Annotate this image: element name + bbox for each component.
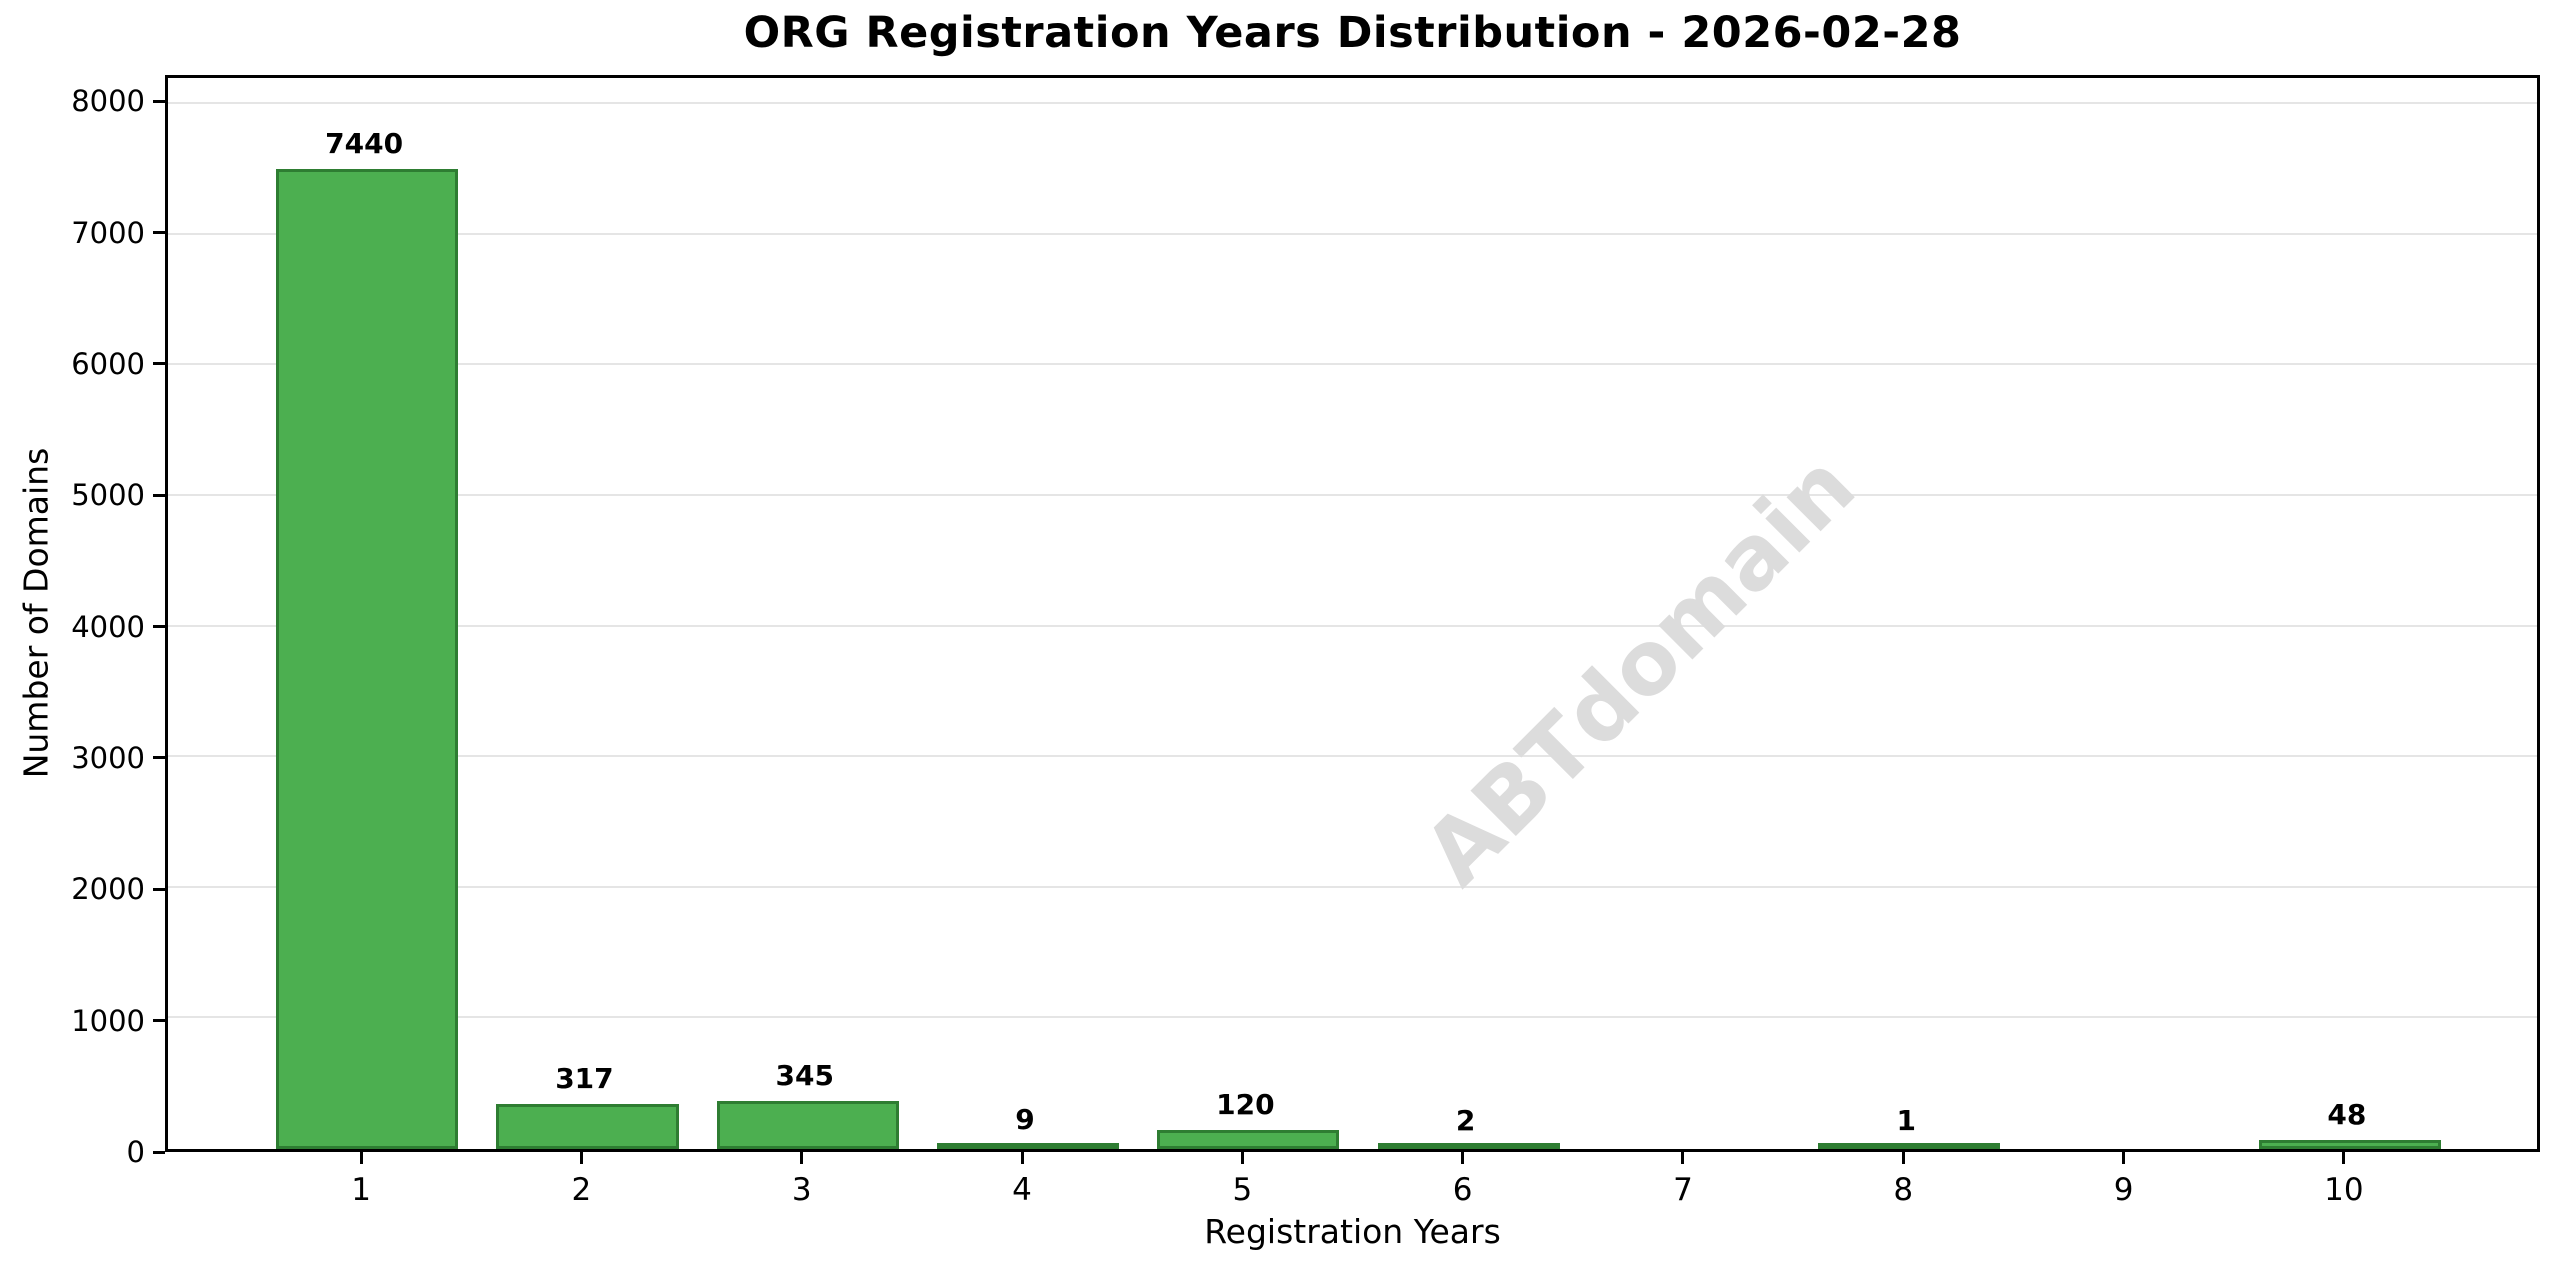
- bar-value-label: 48: [2327, 1097, 2367, 1131]
- x-tick-label: 3: [791, 1172, 812, 1208]
- y-tick-label: 4000: [71, 609, 145, 644]
- x-tick-mark: [1020, 1152, 1024, 1164]
- gridline: [168, 232, 2537, 235]
- x-tick-mark: [1461, 1152, 1465, 1164]
- y-tick-label: 3000: [71, 740, 145, 775]
- bar-year-3: [716, 1100, 899, 1149]
- bar-year-1: [276, 168, 459, 1149]
- y-tick-label: 2000: [71, 872, 145, 907]
- y-tick-mark: [153, 99, 165, 103]
- gridline: [168, 624, 2537, 627]
- x-tick-label: 6: [1452, 1172, 1473, 1208]
- x-tick-mark: [2122, 1152, 2126, 1164]
- watermark-text: ABTdomain: [1403, 434, 1875, 905]
- y-tick-label: 8000: [71, 84, 145, 119]
- bar-value-label: 317: [555, 1062, 614, 1096]
- bar-value-label: 2: [1455, 1103, 1476, 1137]
- bar-year-2: [496, 1104, 679, 1149]
- y-tick-mark: [153, 231, 165, 235]
- gridline: [168, 493, 2537, 496]
- y-tick-label: 0: [126, 1135, 145, 1169]
- bar-value-label: 9: [1015, 1102, 1035, 1136]
- bar-year-10: [2258, 1139, 2441, 1149]
- x-tick-mark: [1681, 1152, 1685, 1164]
- y-tick-mark: [153, 887, 165, 891]
- x-tick-label: 7: [1673, 1172, 1693, 1208]
- bar-year-8: [1818, 1143, 2001, 1149]
- bar-value-label: 120: [1216, 1088, 1275, 1122]
- gridline: [168, 102, 2537, 105]
- y-tick-mark: [153, 493, 165, 497]
- bar-value-label: 7440: [325, 126, 404, 160]
- bar-year-4: [936, 1143, 1120, 1149]
- y-tick-mark: [153, 1019, 165, 1023]
- bar-year-5: [1157, 1130, 1340, 1149]
- y-tick-label: 5000: [71, 478, 145, 513]
- gridline: [168, 363, 2537, 366]
- bar-year-6: [1377, 1143, 1560, 1149]
- x-tick-mark: [1240, 1152, 1244, 1164]
- bar-value-label: 345: [775, 1058, 834, 1092]
- y-axis-label: Number of Domains: [16, 447, 56, 779]
- x-tick-label: 2: [571, 1172, 592, 1208]
- x-tick-label: 9: [2113, 1172, 2134, 1208]
- x-tick-label: 4: [1012, 1172, 1032, 1208]
- plot-area: ABTdomain 7440 317 345 9 120 2 1 48: [165, 75, 2540, 1152]
- x-tick-mark: [359, 1152, 363, 1164]
- x-tick-label: 1: [351, 1172, 371, 1208]
- x-tick-label: 8: [1893, 1172, 1914, 1208]
- x-axis-label: Registration Years: [1204, 1212, 1501, 1251]
- gridline: [168, 1016, 2537, 1019]
- y-tick-label: 7000: [71, 215, 145, 250]
- y-tick-mark: [153, 756, 165, 760]
- x-tick-mark: [579, 1152, 583, 1164]
- chart-title: ORG Registration Years Distribution - 20…: [743, 8, 1962, 58]
- x-tick-label: 10: [2324, 1172, 2364, 1208]
- y-tick-mark: [153, 1150, 165, 1154]
- x-tick-label: 5: [1232, 1172, 1253, 1208]
- gridline: [168, 755, 2537, 758]
- gridline: [168, 885, 2537, 888]
- x-tick-mark: [2342, 1152, 2346, 1164]
- y-tick-mark: [153, 362, 165, 366]
- x-tick-mark: [1901, 1152, 1905, 1164]
- y-tick-label: 6000: [71, 346, 145, 381]
- bar-value-label: 1: [1896, 1103, 1916, 1137]
- y-tick-label: 1000: [71, 1003, 145, 1038]
- x-tick-mark: [800, 1152, 804, 1164]
- y-tick-mark: [153, 625, 165, 629]
